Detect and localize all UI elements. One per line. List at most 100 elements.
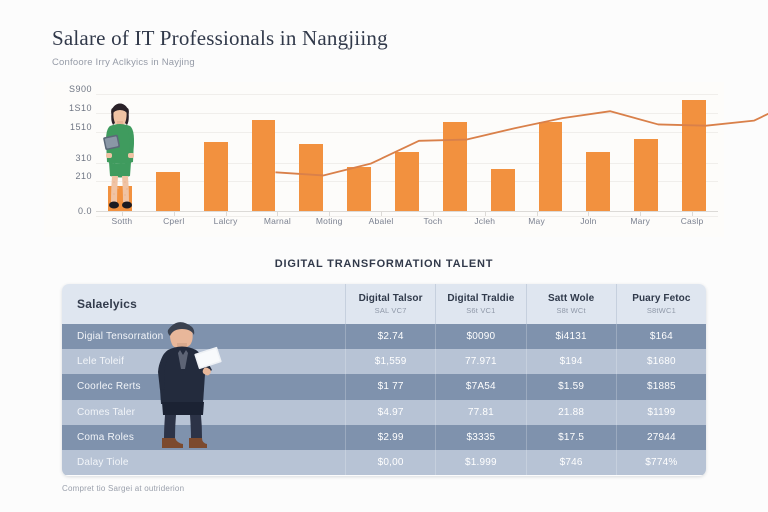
page-title: Salare of IT Professionals in Nangjiing bbox=[52, 26, 388, 50]
chart-x-tick-label: Cperl bbox=[163, 216, 185, 226]
table-cell: $2.99 bbox=[345, 424, 435, 450]
chart-bar bbox=[395, 151, 419, 211]
table-cell: $1199 bbox=[615, 399, 706, 425]
chart-x-tick bbox=[329, 212, 331, 216]
table-row-label: Comes Taler bbox=[77, 406, 136, 418]
table-cell: 27944 bbox=[615, 424, 706, 450]
table-header-row: Salaelyics Digital Talsor SAL VC7 Digital T… bbox=[62, 284, 706, 324]
chart-y-axis: S900 1S10 1510 310 210 0.0 bbox=[44, 82, 92, 216]
chart-bar bbox=[155, 171, 180, 211]
table-cell: $774% bbox=[615, 449, 706, 476]
table-cell: $164 bbox=[615, 324, 706, 350]
woman-with-tablet-illustration bbox=[103, 103, 134, 209]
table-column-header-label: Satt Wole bbox=[547, 293, 595, 304]
table-column-header-label: Digital Traldie bbox=[447, 293, 515, 304]
chart-x-tick bbox=[484, 212, 486, 216]
table-column-header-sublabel: S6t VC1 bbox=[466, 306, 496, 315]
table-cell: $3335 bbox=[435, 424, 525, 450]
table-cell: $1885 bbox=[615, 374, 706, 400]
chart-x-tick-label: Joln bbox=[580, 216, 597, 226]
chart-bar bbox=[251, 120, 276, 211]
salary-table: Salaelyics Digital Talsor SAL VC7 Digital T… bbox=[62, 284, 706, 476]
footer-note: Compret tio Sargei at outriderion bbox=[62, 484, 185, 493]
chart-bar bbox=[299, 144, 324, 211]
table-row-label: Lele Toleif bbox=[77, 356, 125, 368]
table-cell: $746 bbox=[525, 449, 616, 476]
chart-x-tick-label: Sotth bbox=[111, 216, 133, 226]
man-with-tablet-illustration bbox=[158, 322, 222, 448]
chart-gridline bbox=[96, 93, 718, 95]
table-cell: $4.97 bbox=[345, 399, 435, 425]
table-column-header-label: Puary Fetoc bbox=[632, 293, 691, 304]
chart-gridline bbox=[96, 216, 718, 217]
chart-x-tick bbox=[536, 212, 538, 216]
chart-x-tick bbox=[121, 212, 123, 216]
chart-y-tick-label: 210 bbox=[75, 170, 92, 181]
table-cell: $0090 bbox=[435, 324, 525, 350]
chart-y-tick-label: 310 bbox=[75, 153, 92, 164]
table-column-header[interactable]: Puary Fetoc S8tWC1 bbox=[615, 284, 706, 324]
chart-x-tick bbox=[588, 212, 590, 216]
table-cell: $194 bbox=[525, 349, 616, 375]
table-cell: $1,559 bbox=[345, 349, 435, 375]
table-cell: 77.971 bbox=[435, 349, 525, 375]
table-column-header[interactable]: Satt Wole S8t WCt bbox=[525, 284, 616, 324]
table-column-header[interactable]: Digital Talsor SAL VC7 bbox=[345, 284, 435, 324]
page-subtitle: Confoore Irry Aclkyics in Nayjing bbox=[52, 57, 195, 68]
chart-bar bbox=[442, 121, 467, 211]
table-header-first-cell: Salaelyics bbox=[62, 284, 345, 324]
table-cell: $1680 bbox=[615, 349, 706, 375]
header: Salare of IT Professionals in Nangjiing … bbox=[52, 26, 712, 68]
table-row-label: Coorlec Rerts bbox=[77, 381, 141, 393]
chart-x-tick-label: Jcleh bbox=[474, 216, 496, 226]
chart-x-tick bbox=[432, 212, 434, 216]
chart-y-tick-label: 0.0 bbox=[77, 206, 92, 216]
chart-y-tick-label: S900 bbox=[68, 83, 92, 94]
table-cell: $2.74 bbox=[345, 324, 435, 350]
table-row-label: Dalay Tiole bbox=[77, 457, 129, 469]
chart-x-tick-label: Abalel bbox=[368, 216, 394, 226]
table-cell: $1 77 bbox=[345, 374, 435, 400]
chart-gridline bbox=[96, 131, 718, 133]
chart-x-axis-labels: Sotth Cperl Lalcry Marnal Moting Abalel Toch Jc… bbox=[96, 216, 718, 232]
chart-bar bbox=[490, 169, 515, 211]
table-cell: $0,00 bbox=[345, 449, 435, 476]
chart-trend-line bbox=[275, 110, 768, 177]
chart-x-tick bbox=[640, 212, 642, 216]
table-column-header-label: Digital Talsor bbox=[358, 293, 423, 304]
chart-plot-area bbox=[96, 86, 768, 217]
table-cell: $1.59 bbox=[525, 374, 616, 400]
table-row-label: Coma Roles bbox=[77, 431, 135, 443]
chart-bar bbox=[538, 121, 563, 211]
chart-x-tick-label: Lalcry bbox=[213, 216, 238, 226]
chart-bar bbox=[682, 100, 707, 211]
table-title: DIGITAL TRANSFORMATION TALENT bbox=[274, 258, 494, 270]
chart-bar bbox=[347, 166, 372, 211]
chart-x-tick bbox=[381, 212, 383, 216]
chart-x-tick-label: Marnal bbox=[263, 216, 291, 226]
table-cell: 21.88 bbox=[525, 399, 616, 425]
chart-y-tick-label: 1S10 bbox=[68, 102, 92, 113]
chart-x-tick-label: Mary bbox=[630, 216, 651, 226]
table-column-header[interactable]: Digital Traldie S6t VC1 bbox=[435, 284, 525, 324]
table-cell: $1.999 bbox=[435, 449, 525, 476]
chart-x-tick bbox=[277, 212, 279, 216]
table-row-label: Digial Tensorration bbox=[77, 331, 164, 343]
table-cell: $i4131 bbox=[525, 324, 616, 350]
chart-gridline bbox=[96, 112, 718, 114]
table-column-header-sublabel: SAL VC7 bbox=[374, 306, 407, 315]
chart-bar bbox=[203, 141, 228, 211]
chart-bar bbox=[634, 139, 659, 211]
chart-x-tick-label: Moting bbox=[315, 216, 343, 226]
table-header-first-label: Salaelyics bbox=[77, 297, 138, 311]
table-row[interactable]: Digial Tensorration $2.74 $0090 $i4131 $164 bbox=[62, 324, 706, 350]
bar-chart: S900 1S10 1510 310 210 0.0 Sotth Cperl Lalcry Ma… bbox=[44, 82, 768, 237]
table-cell: $7A54 bbox=[435, 374, 525, 400]
chart-bars bbox=[96, 86, 718, 211]
chart-x-tick-label: Caslp bbox=[680, 216, 704, 226]
chart-x-tick-label: May bbox=[528, 216, 545, 226]
table-row[interactable]: Dalay Tiole $0,00 $1.999 $746 $774% bbox=[62, 449, 706, 476]
table-column-header-sublabel: S8t WCt bbox=[556, 306, 586, 315]
chart-x-tick bbox=[692, 212, 694, 216]
